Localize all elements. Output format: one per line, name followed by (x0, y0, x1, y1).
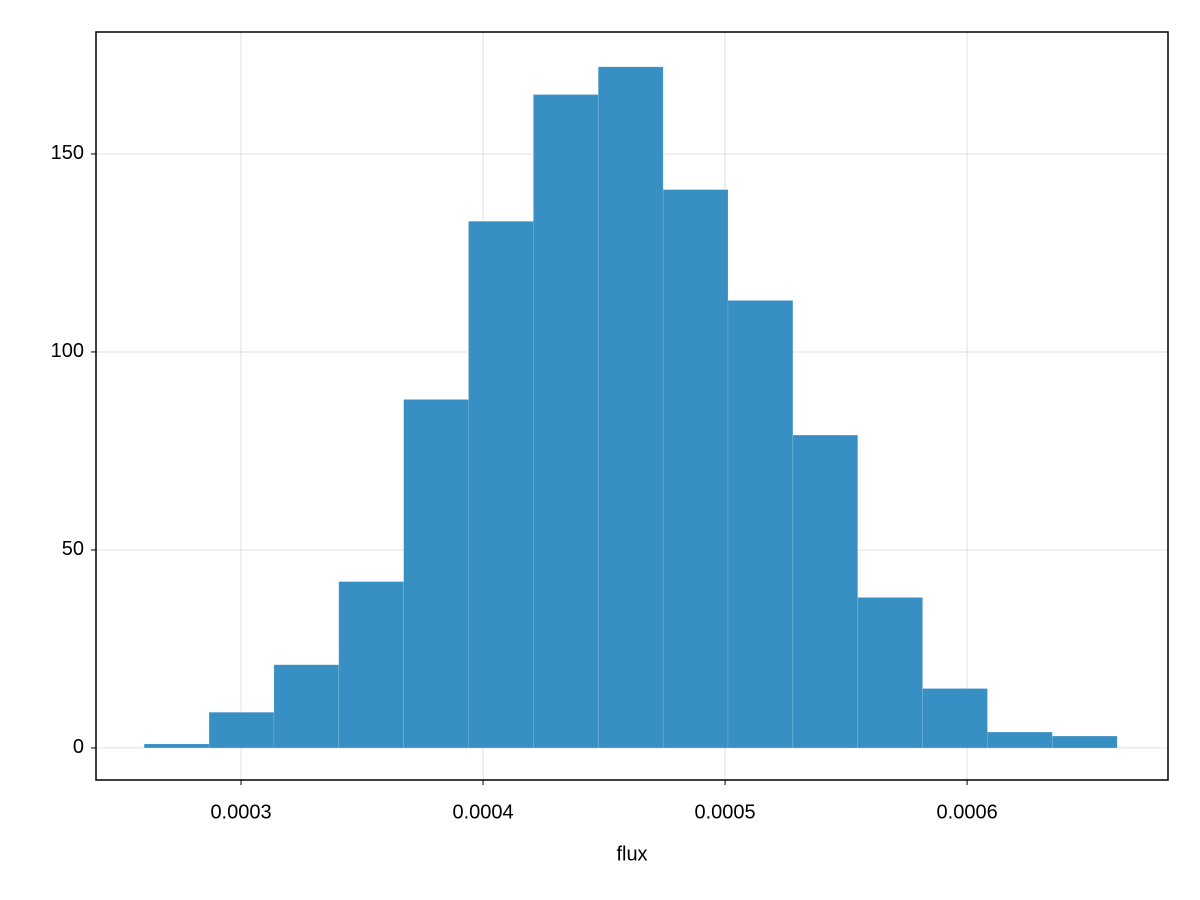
plot-frame (95, 31, 1169, 781)
x-tick-label: 0.0003 (210, 801, 271, 823)
bar (532, 94, 599, 749)
y-tick-label: 100 (51, 340, 84, 362)
y-tick-label: 50 (62, 538, 84, 560)
bar (208, 711, 275, 749)
x-tick-label: 0.0006 (937, 801, 998, 823)
bar (143, 743, 210, 749)
y-tick-label: 0 (73, 736, 84, 758)
y-tick-label: 150 (51, 142, 84, 164)
bar (597, 66, 664, 749)
bar (662, 189, 729, 749)
x-tick-label: 0.0005 (694, 801, 755, 823)
bar (792, 434, 859, 749)
bar (468, 220, 534, 749)
bar (922, 688, 988, 749)
bar (987, 731, 1053, 749)
x-axis-label: flux (616, 843, 647, 865)
bar (403, 399, 469, 749)
bar (273, 664, 340, 749)
bar (338, 581, 405, 749)
bar (1051, 735, 1118, 749)
x-tick-label: 0.0004 (452, 801, 513, 823)
bar (727, 300, 794, 749)
bar (857, 597, 923, 749)
